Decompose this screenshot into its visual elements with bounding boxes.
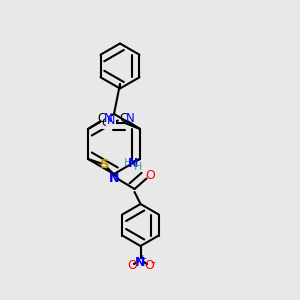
Text: N: N <box>128 157 139 170</box>
Text: H: H <box>124 158 132 169</box>
Text: O: O <box>145 169 155 182</box>
Text: +: + <box>137 254 147 265</box>
Text: N: N <box>126 112 134 125</box>
Text: N: N <box>109 172 119 185</box>
Text: O: O <box>127 259 137 272</box>
Text: C: C <box>119 112 128 125</box>
Text: N: N <box>135 256 146 269</box>
Text: C: C <box>102 118 110 128</box>
Text: O: O <box>144 259 154 272</box>
Text: N: N <box>107 116 116 127</box>
Text: C: C <box>98 112 106 125</box>
Text: N: N <box>104 112 112 125</box>
Text: S: S <box>100 158 109 172</box>
Text: -: - <box>150 257 155 271</box>
Text: H: H <box>134 162 143 172</box>
